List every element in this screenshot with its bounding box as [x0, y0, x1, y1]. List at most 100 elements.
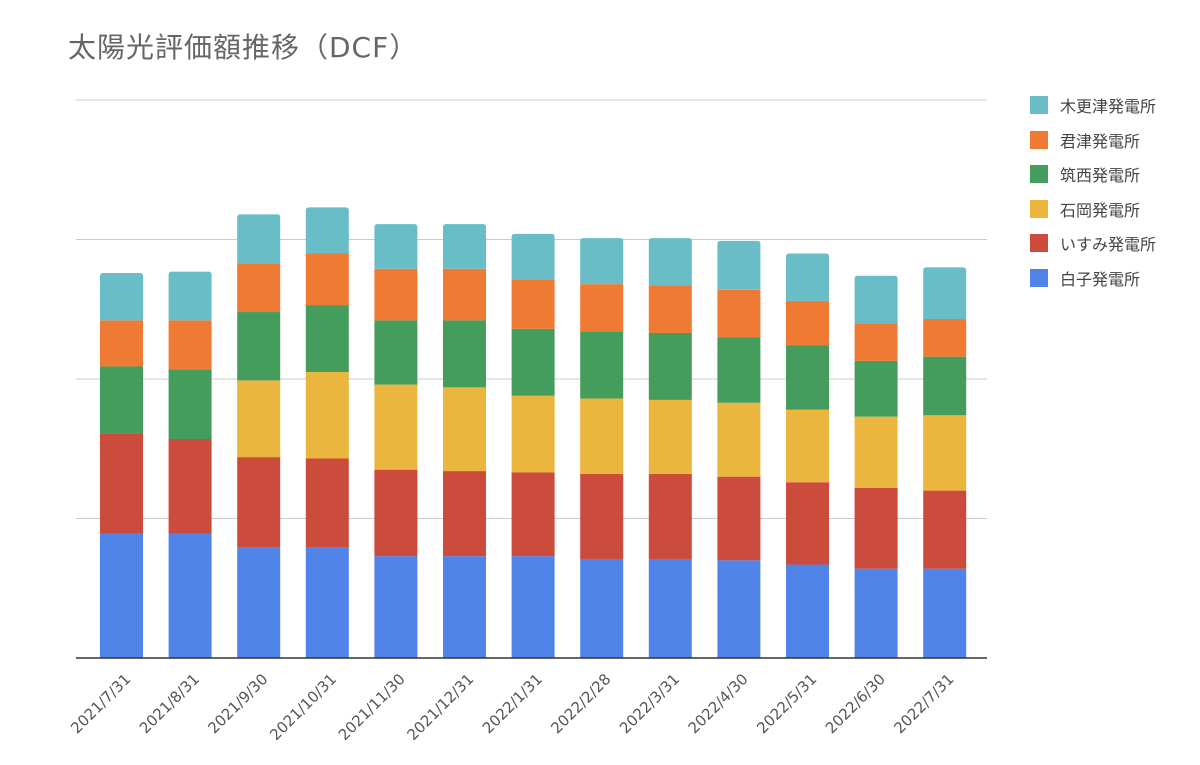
x-tick-label: 2021/12/31: [403, 670, 477, 744]
x-tick-label: 2021/8/31: [136, 670, 203, 737]
bar-segment: [786, 300, 829, 346]
x-tick-label: 2021/9/30: [204, 670, 271, 737]
bar-segment: [580, 331, 624, 399]
bar-segment: [580, 238, 624, 285]
bar-segment: [580, 473, 624, 559]
bar-segment: [374, 469, 418, 557]
bar-segment: [648, 399, 692, 474]
legend-item: 君津発電所: [1030, 123, 1156, 158]
bar-segment: [648, 558, 692, 658]
legend-swatch: [1030, 96, 1048, 115]
bar-segment: [168, 320, 212, 370]
bar-segment: [100, 533, 143, 658]
bar-segment: [923, 319, 967, 357]
bar-segment: [717, 402, 761, 477]
bar-segment: [923, 267, 967, 320]
bar-segment: [305, 253, 349, 306]
legend-item: いすみ発電所: [1030, 226, 1156, 261]
bar-segment: [374, 224, 418, 269]
bar-segment: [717, 337, 761, 403]
bar-segment: [854, 323, 898, 361]
legend-swatch: [1030, 165, 1048, 184]
legend-label: 白子発電所: [1060, 269, 1141, 289]
bar-segment: [374, 384, 418, 470]
bar-segment: [168, 438, 212, 534]
bar-segment: [168, 533, 212, 658]
x-tick-labels: 2021/7/31 2021/8/31 2021/9/302021/10/31202…: [67, 670, 957, 744]
bar-segment: [786, 345, 829, 410]
legend-label: 石岡発電所: [1060, 200, 1141, 220]
x-tick-label: 2021/11/30: [335, 670, 409, 744]
legend-label: 君津発電所: [1060, 131, 1141, 151]
bar-segment: [168, 271, 212, 321]
bar-segment: [717, 240, 761, 290]
x-tick-label: 2022/4/30: [685, 670, 752, 737]
legend-swatch: [1030, 199, 1048, 218]
bar-segment: [100, 320, 143, 367]
bar-segment: [237, 312, 281, 381]
bar-segment: [717, 560, 761, 658]
bar-segment: [854, 416, 898, 488]
bar-segment: [511, 556, 555, 658]
legend-label: 木更津発電所: [1060, 97, 1157, 117]
legend-label: いすみ発電所: [1060, 235, 1157, 255]
bar-segment: [237, 380, 281, 458]
bar-segment: [648, 332, 692, 400]
bar-segment: [374, 320, 418, 385]
bar-segment: [443, 556, 486, 658]
bar-segment: [786, 253, 829, 301]
legend-item: 石岡発電所: [1030, 192, 1156, 227]
bar-segment: [443, 471, 486, 557]
bar-segment: [854, 568, 898, 658]
bar-segment: [854, 487, 898, 569]
bar-segment: [305, 372, 349, 459]
legend-item: 白子発電所: [1030, 261, 1156, 296]
bar-segment: [923, 490, 967, 569]
bar-segment: [443, 224, 486, 269]
bar-segment: [237, 457, 281, 548]
bar-segment: [305, 305, 349, 373]
legend-item: 木更津発電所: [1030, 88, 1156, 123]
legend-swatch: [1030, 268, 1048, 287]
bar-segment: [923, 356, 967, 416]
bars: [100, 207, 967, 658]
bar-segment: [648, 238, 692, 286]
bar-segment: [374, 268, 418, 321]
bar-segment: [237, 263, 281, 313]
bar-segment: [717, 476, 761, 561]
bar-segment: [305, 458, 349, 548]
x-tick-label: 2021/10/31: [266, 670, 340, 744]
bar-segment: [511, 279, 555, 329]
chart-title: 太陽光評価額推移（DCF）: [68, 31, 419, 64]
bar-segment: [100, 272, 143, 321]
x-tick-label: 2022/3/31: [616, 670, 683, 737]
legend-label: 筑西発電所: [1060, 166, 1141, 186]
x-tick-label: 2021/7/31: [67, 670, 134, 737]
bar-segment: [580, 398, 624, 474]
bar-segment: [648, 473, 692, 559]
bar-segment: [580, 558, 624, 658]
legend-item: 筑西発電所: [1030, 157, 1156, 192]
bar-segment: [923, 415, 967, 491]
legend-swatch: [1030, 130, 1048, 149]
bar-segment: [786, 564, 829, 658]
bar-segment: [305, 207, 349, 254]
x-tick-label: 2022/7/31: [890, 670, 957, 737]
bar-segment: [786, 482, 829, 565]
bar-segment: [580, 284, 624, 332]
x-tick-label: 2022/2/28: [547, 670, 614, 737]
bar-segment: [237, 214, 281, 264]
x-tick-label: 2022/6/30: [822, 670, 889, 737]
bar-segment: [786, 409, 829, 483]
bar-segment: [511, 233, 555, 280]
x-tick-label: 2022/5/31: [753, 670, 820, 737]
bar-segment: [648, 285, 692, 333]
bar-segment: [443, 320, 486, 388]
bar-segment: [100, 366, 143, 434]
bar-segment: [511, 472, 555, 557]
legend-swatch: [1030, 234, 1048, 253]
bar-segment: [168, 369, 212, 439]
bar-segment: [923, 568, 967, 658]
legend: 木更津発電所 君津発電所筑西発電所石岡発電所いすみ発電所 白子発電所: [1030, 88, 1156, 295]
